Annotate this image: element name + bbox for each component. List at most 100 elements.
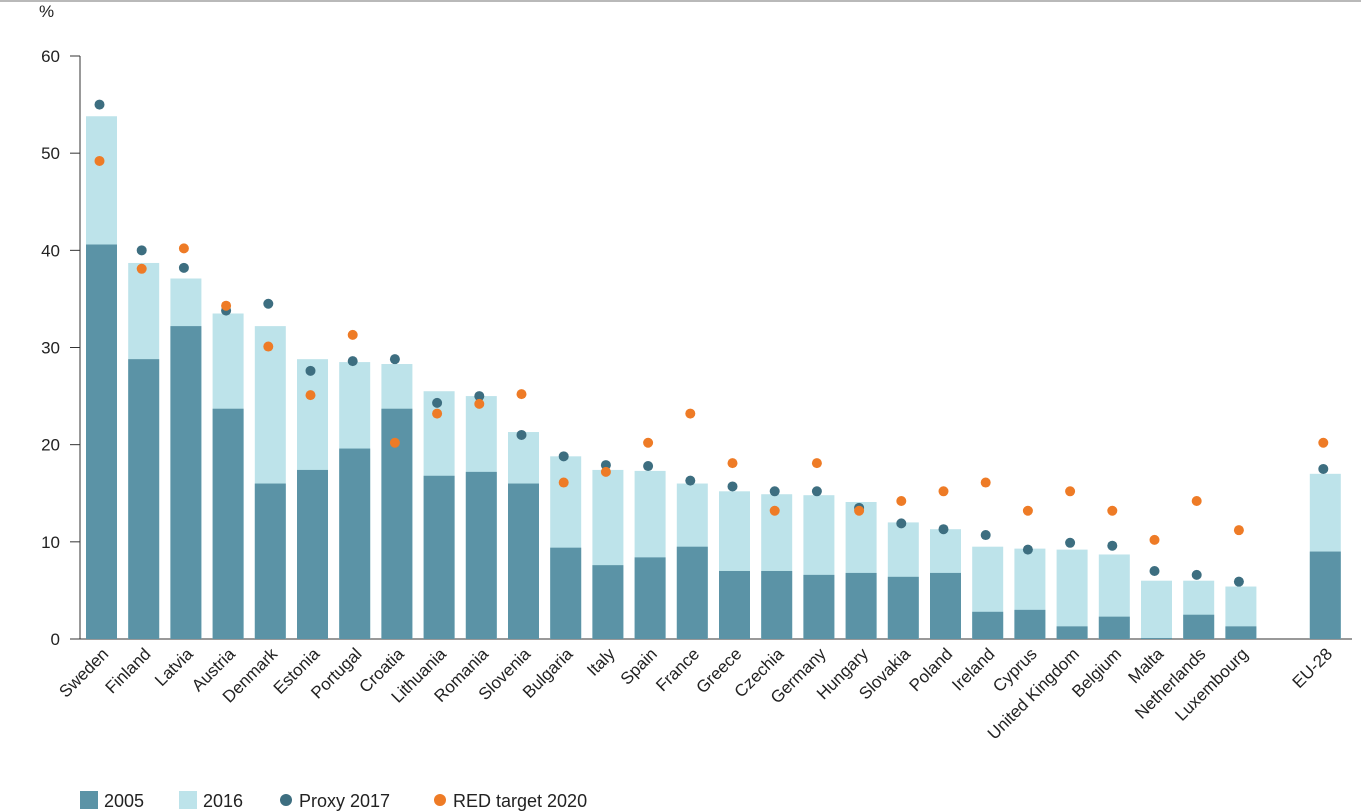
point-red-target-2020: [516, 389, 527, 400]
y-tick-label: 40: [41, 241, 60, 260]
point-proxy-2017: [474, 391, 485, 402]
top-rule: [0, 0, 1361, 2]
legend-label: 2016: [203, 791, 243, 811]
bar-2005: [297, 469, 328, 639]
x-category-label: Sweden: [55, 644, 112, 701]
point-red-target-2020: [221, 300, 232, 311]
point-proxy-2017: [94, 99, 105, 110]
x-category-label: Ireland: [948, 644, 998, 694]
point-red-target-2020: [685, 408, 696, 419]
point-red-target-2020: [643, 437, 654, 448]
point-red-target-2020: [938, 486, 949, 497]
x-category-label: EU-28: [1289, 644, 1337, 692]
legend-label: RED target 2020: [453, 791, 587, 811]
bar-2005: [592, 565, 624, 639]
bar-2005: [550, 547, 582, 639]
bar-2005: [423, 475, 455, 639]
bar-2005: [887, 576, 919, 639]
point-red-target-2020: [347, 329, 358, 340]
bar-2005: [86, 244, 117, 639]
point-red-target-2020: [1107, 505, 1118, 516]
bar-2005: [1225, 626, 1257, 639]
point-proxy-2017: [938, 524, 949, 535]
y-tick-label: 0: [51, 630, 60, 649]
point-red-target-2020: [178, 243, 189, 254]
bar-2005: [761, 570, 793, 639]
y-tick-label: 10: [41, 533, 60, 552]
point-proxy-2017: [980, 530, 991, 541]
bar-2005: [1098, 616, 1130, 639]
bar-2016: [1141, 580, 1172, 639]
bar-2005: [170, 326, 202, 639]
point-red-target-2020: [769, 505, 780, 516]
bar-2005: [508, 483, 539, 639]
point-proxy-2017: [769, 486, 780, 497]
point-proxy-2017: [685, 475, 696, 486]
legend-swatch-2005: [80, 791, 98, 809]
bar-2005: [803, 574, 835, 639]
point-proxy-2017: [516, 429, 527, 440]
bar-2005: [1309, 551, 1341, 639]
legend-label: 2005: [104, 791, 144, 811]
bar-2005: [930, 572, 961, 639]
bar-2005: [845, 572, 877, 639]
y-tick-label: 30: [41, 339, 60, 358]
point-proxy-2017: [1233, 576, 1244, 587]
point-red-target-2020: [558, 477, 569, 488]
bar-2005: [634, 557, 666, 639]
bar-2005: [1056, 626, 1088, 639]
point-red-target-2020: [980, 477, 991, 488]
y-tick-label: 60: [41, 47, 60, 66]
point-proxy-2017: [389, 354, 400, 365]
bar-2005: [1183, 614, 1215, 639]
point-proxy-2017: [178, 262, 189, 273]
bar-2005: [676, 546, 708, 639]
point-proxy-2017: [811, 486, 822, 497]
point-red-target-2020: [136, 263, 147, 274]
point-red-target-2020: [1149, 534, 1160, 545]
point-proxy-2017: [1149, 565, 1160, 576]
point-proxy-2017: [1191, 569, 1202, 580]
legend-marker-red-target-2020: [434, 794, 446, 806]
bar-2005: [339, 448, 371, 639]
y-tick-label: 20: [41, 436, 60, 455]
point-red-target-2020: [263, 341, 274, 352]
point-red-target-2020: [600, 466, 611, 477]
bar-2005: [128, 359, 160, 639]
bar-2005: [254, 483, 286, 639]
point-proxy-2017: [1107, 540, 1118, 551]
point-proxy-2017: [305, 365, 316, 376]
point-red-target-2020: [1065, 486, 1076, 497]
legend-swatch-2016: [179, 791, 197, 809]
bar-2005: [212, 408, 244, 639]
bar-2005: [465, 471, 497, 639]
point-red-target-2020: [1022, 505, 1033, 516]
point-proxy-2017: [727, 481, 738, 492]
point-red-target-2020: [1191, 496, 1202, 507]
point-red-target-2020: [727, 458, 738, 469]
point-red-target-2020: [854, 505, 865, 516]
point-red-target-2020: [896, 496, 907, 507]
point-red-target-2020: [1233, 525, 1244, 536]
point-proxy-2017: [263, 298, 274, 309]
bar-2005: [719, 570, 750, 639]
bar-2016: [1056, 549, 1088, 639]
x-category-label: Finland: [102, 644, 155, 697]
point-red-target-2020: [474, 398, 485, 409]
bar-2005: [1141, 638, 1172, 639]
x-category-label: Poland: [905, 644, 956, 695]
point-proxy-2017: [1318, 463, 1329, 474]
point-red-target-2020: [389, 437, 400, 448]
point-proxy-2017: [347, 356, 358, 367]
point-proxy-2017: [136, 245, 147, 256]
point-red-target-2020: [1318, 437, 1329, 448]
point-red-target-2020: [811, 458, 822, 469]
point-proxy-2017: [643, 461, 654, 472]
point-red-target-2020: [94, 155, 105, 166]
bar-2005: [972, 611, 1004, 639]
point-red-target-2020: [305, 390, 316, 401]
legend-label: Proxy 2017: [299, 791, 390, 811]
point-red-target-2020: [432, 408, 443, 419]
legend-marker-proxy-2017: [280, 794, 292, 806]
point-proxy-2017: [1065, 537, 1076, 548]
